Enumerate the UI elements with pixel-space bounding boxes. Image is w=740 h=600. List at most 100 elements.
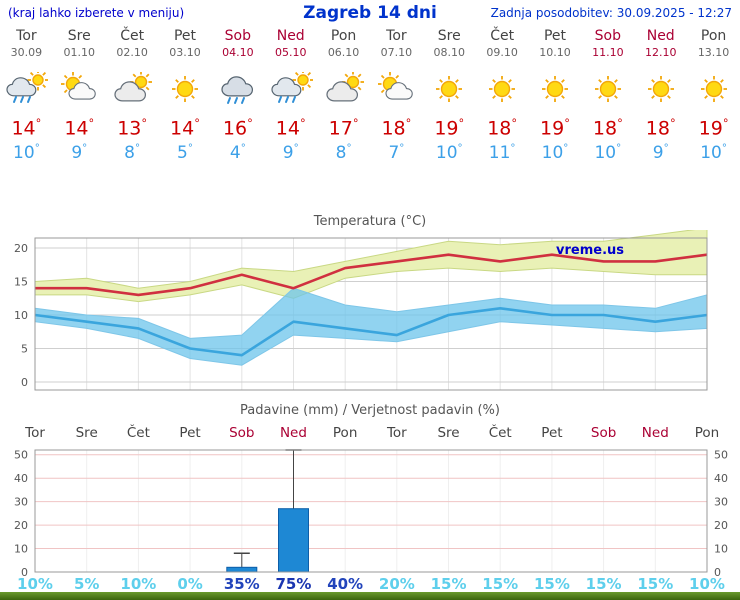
precipitation-chart: 0 0 10 10 20 20 30 30 40 40 50 50 <box>14 449 728 577</box>
day-high-temp: 18° <box>487 116 518 140</box>
day-high-temp: 19° <box>698 116 729 140</box>
day-high-temp: 18° <box>381 116 412 140</box>
precip-y-tick-right: 40 <box>714 472 728 485</box>
rain-sun-icon <box>0 69 53 106</box>
precip-day-label: Tor <box>25 425 45 441</box>
precip-probability: 10% <box>17 575 53 593</box>
precip-day-label: Sre <box>75 425 98 441</box>
day-date: 06.10 <box>327 46 360 59</box>
sun-cloud-icon <box>370 72 423 106</box>
day-date: 11.10 <box>592 46 624 59</box>
day-name: Sob <box>594 28 622 44</box>
day-date: 09.10 <box>486 46 518 59</box>
precip-day-label: Pon <box>332 425 358 441</box>
day-low-temp: 10° <box>435 143 463 164</box>
temp-y-tick: 20 <box>14 242 28 255</box>
rain-sun-icon <box>264 69 317 106</box>
precip-probability: 15% <box>585 575 622 593</box>
day-column: Čet 02.10 13° 8° <box>106 28 159 163</box>
precip-day-label: Tor <box>386 425 407 441</box>
day-high-temp: 13° <box>117 116 148 140</box>
temp-plot-border <box>34 237 708 391</box>
precip-probability: 5% <box>73 575 100 593</box>
day-name: Sob <box>224 28 252 44</box>
day-date: 07.10 <box>380 46 413 59</box>
precip-y-tick-left: 0 <box>21 566 28 577</box>
day-column: Ned 12.10 18° 9° <box>634 28 687 163</box>
precip-y-tick-right: 20 <box>714 519 728 532</box>
precip-bar <box>278 508 309 573</box>
vreme-us-link[interactable]: vreme.us <box>556 243 624 258</box>
footer-strip <box>0 592 740 600</box>
day-name: Pet <box>543 28 567 44</box>
precip-day-labels: Tor Sre Čet Pet Sob Ned Pon Tor Sre Čet Pet Sob Ned P… <box>0 425 740 443</box>
day-high-temp: 16° <box>222 116 253 140</box>
day-name: Čet <box>490 28 515 44</box>
day-date: 10.10 <box>539 46 571 59</box>
sun-icon <box>476 72 529 106</box>
day-low-temp: 8° <box>124 143 141 164</box>
forecast-days-row: Tor 30.09 14° 10° Sre 01.10 14° 9° Čet 0… <box>0 28 740 163</box>
day-low-temp: 4° <box>229 143 246 164</box>
day-column: Sre 01.10 14° 9° <box>53 28 106 163</box>
precip-y-tick-right: 0 <box>714 566 721 577</box>
temp-y-tick: 10 <box>14 309 28 322</box>
sun-cloud-icon <box>53 72 106 106</box>
day-date: 30.09 <box>10 46 43 59</box>
precip-y-tick-left: 30 <box>14 496 28 509</box>
precip-day-label: Čet <box>488 425 512 441</box>
precip-day-label: Sob <box>229 425 255 441</box>
day-high-temp: 18° <box>645 116 676 140</box>
day-column: Ned 05.10 14° 9° <box>264 28 317 163</box>
day-high-temp: 18° <box>592 116 623 140</box>
precip-y-tick-left: 10 <box>14 543 28 556</box>
precip-probability: 75% <box>275 575 312 593</box>
page-title: Zagreb 14 dni <box>303 3 437 23</box>
precip-y-tick-right: 30 <box>714 496 728 509</box>
cloud-sun-icon <box>317 71 370 106</box>
day-high-temp: 14° <box>170 116 200 140</box>
sun-icon <box>634 72 687 106</box>
day-name: Sre <box>67 28 91 44</box>
day-date: 01.10 <box>63 46 96 59</box>
day-date: 13.10 <box>697 46 730 59</box>
precip-day-label: Ned <box>279 425 307 441</box>
day-low-temp: 10° <box>594 143 622 164</box>
sun-icon <box>529 72 582 106</box>
day-name: Pon <box>700 28 727 44</box>
day-date: 08.10 <box>433 46 466 59</box>
day-high-temp: 19° <box>540 116 570 140</box>
day-column: Tor 30.09 14° 10° <box>0 28 53 163</box>
day-low-temp: 10° <box>700 143 727 164</box>
precip-probability: 0% <box>177 575 203 593</box>
day-name: Pet <box>173 28 197 44</box>
precip-day-label: Sre <box>437 425 460 441</box>
precip-day-label: Pet <box>541 425 563 441</box>
day-high-temp: 14° <box>11 116 42 140</box>
day-low-temp: 8° <box>335 143 352 164</box>
day-column: Tor 07.10 18° 7° <box>370 28 423 163</box>
precip-plot-border <box>34 449 708 573</box>
day-low-temp: 7° <box>388 143 405 164</box>
last-update-text: Zadnja posodobitev: 30.09.2025 - 12:27 <box>490 6 732 20</box>
day-high-temp: 19° <box>434 116 465 140</box>
day-date: 04.10 <box>222 46 254 59</box>
gridlines <box>34 450 708 572</box>
sun-icon <box>423 72 476 106</box>
day-date: 05.10 <box>274 46 307 59</box>
precip-probability: 10% <box>120 575 157 593</box>
precip-y-tick-left: 50 <box>14 449 28 462</box>
day-column: Pet 10.10 19° 10° <box>529 28 582 163</box>
day-name: Sre <box>437 28 461 44</box>
precip-y-tick-right: 50 <box>714 449 728 462</box>
precip-probability: 10% <box>689 575 725 593</box>
day-date: 12.10 <box>644 46 677 59</box>
day-low-temp: 11° <box>488 143 516 164</box>
day-name: Tor <box>16 28 37 44</box>
day-low-temp: 10° <box>541 143 569 164</box>
precip-y-tick-left: 40 <box>14 472 28 485</box>
precip-day-label: Pet <box>179 425 201 441</box>
precip-bar <box>226 566 258 573</box>
temp-y-tick: 15 <box>14 276 28 289</box>
